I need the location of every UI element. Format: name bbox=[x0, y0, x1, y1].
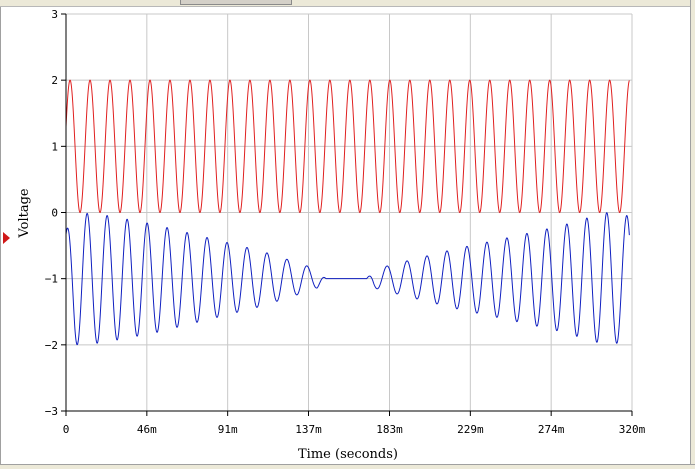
x-tick-label: 183m bbox=[376, 423, 403, 436]
y-tick-label: 1 bbox=[51, 140, 58, 153]
window-bottom-edge bbox=[0, 464, 695, 469]
y-tick-label: 0 bbox=[51, 207, 58, 220]
x-tick-label: 91m bbox=[218, 423, 238, 436]
y-tick-label: 3 bbox=[51, 8, 58, 21]
y-axis-title: Voltage bbox=[17, 188, 32, 238]
x-tick-label: 46m bbox=[137, 423, 157, 436]
x-tick-label: 0 bbox=[63, 423, 70, 436]
window-top-strip bbox=[0, 0, 695, 7]
window-tab[interactable] bbox=[180, 0, 292, 5]
y-tick-label: −2 bbox=[45, 339, 58, 352]
axes bbox=[61, 13, 633, 416]
x-tick-label: 274m bbox=[538, 423, 565, 436]
y-tick-label: 2 bbox=[51, 74, 58, 87]
series-layer bbox=[65, 79, 630, 346]
x-tick-label: 229m bbox=[457, 423, 484, 436]
grid-lines bbox=[65, 13, 633, 412]
x-tick-label: 320m bbox=[619, 423, 646, 436]
series-line-red bbox=[65, 79, 630, 214]
window-right-edge bbox=[690, 0, 695, 469]
x-axis-title: Time (seconds) bbox=[298, 447, 398, 462]
y-tick-label: −1 bbox=[45, 273, 58, 286]
axis-marker-icon[interactable] bbox=[3, 232, 10, 244]
tick-labels: 0 46m 91m 137m 183m 229m 274m 320m 3 2 1 0 −1 −2 −3 bbox=[45, 8, 646, 436]
y-tick-label: −3 bbox=[45, 405, 58, 418]
x-tick-label: 137m bbox=[295, 423, 322, 436]
series-line-blue bbox=[65, 212, 630, 346]
